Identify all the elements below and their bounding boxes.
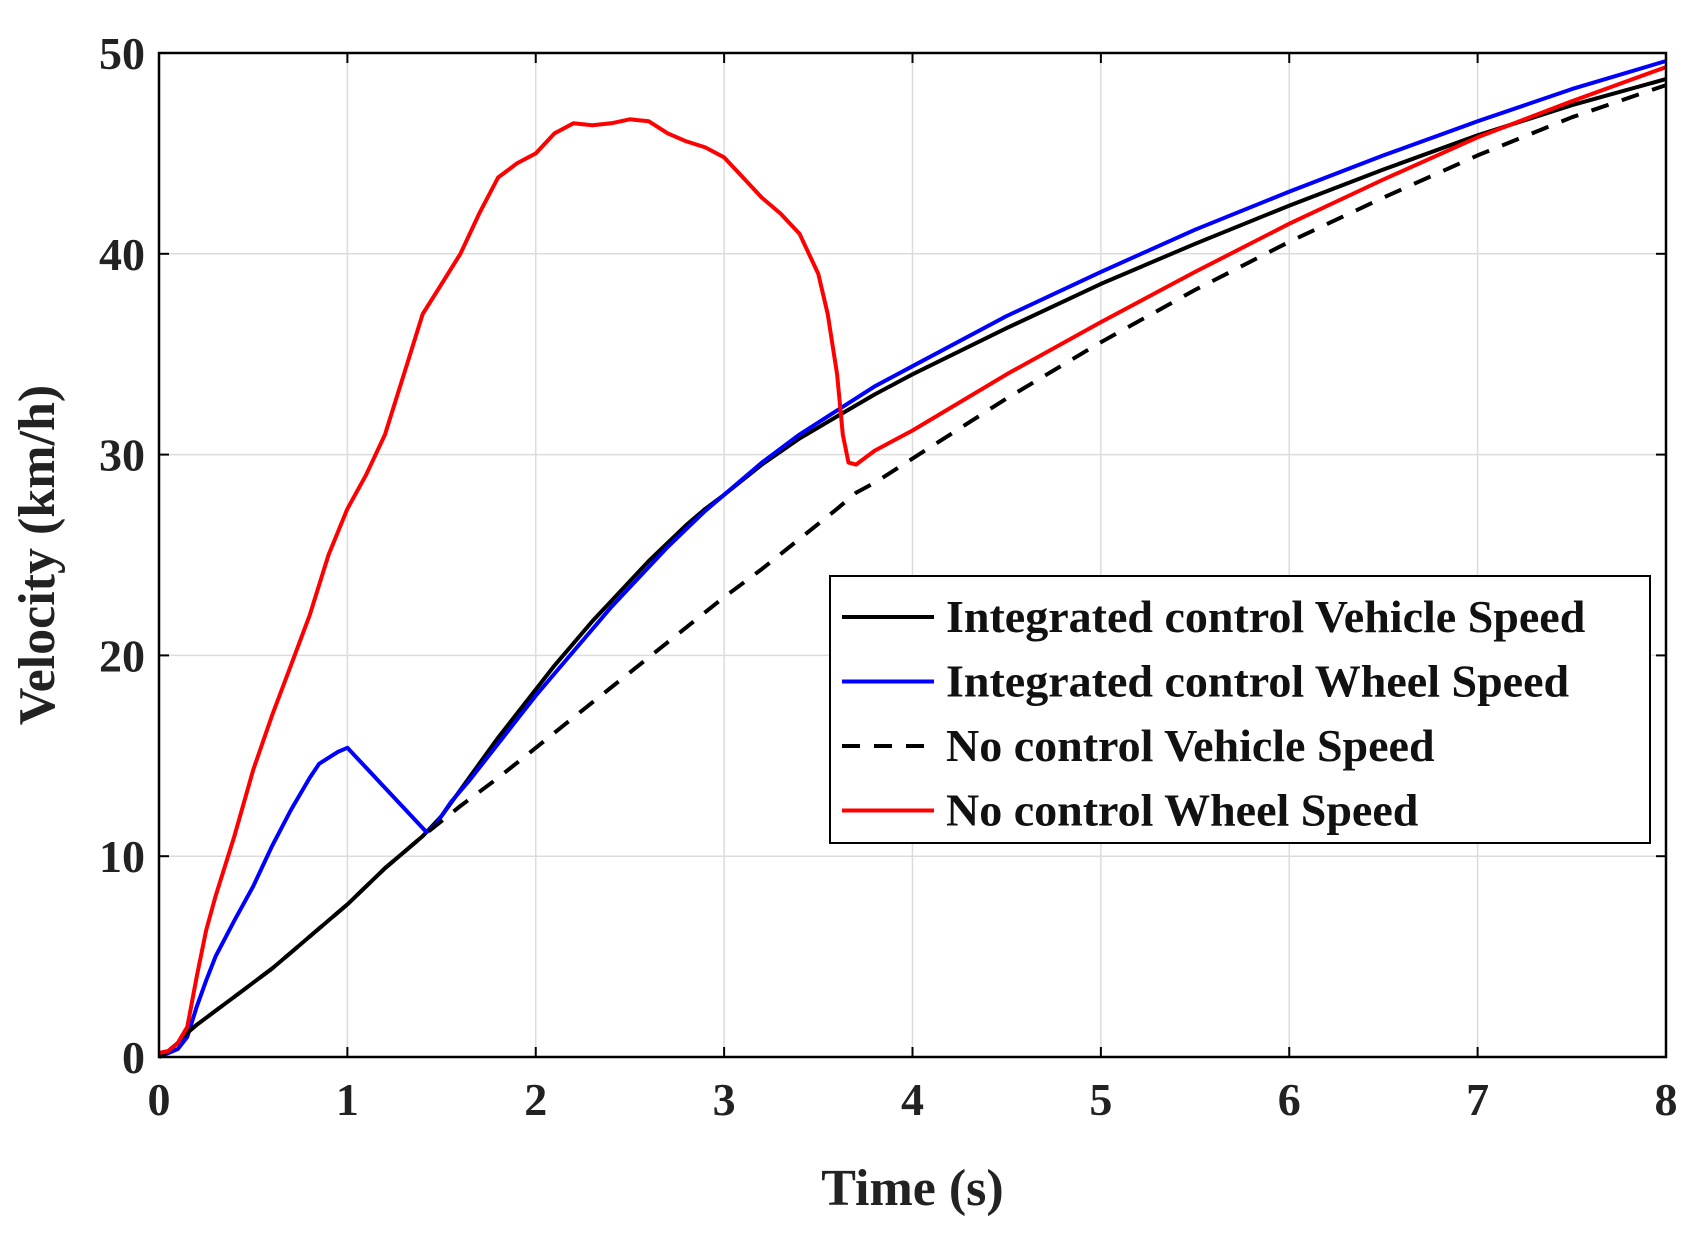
x-tick-label: 4 — [901, 1074, 924, 1125]
series-line — [158, 59, 1667, 1059]
x-tick-label: 7 — [1466, 1074, 1489, 1125]
series-line — [158, 65, 1667, 1055]
x-tick-label: 3 — [713, 1074, 736, 1125]
legend-label: No control Vehicle Speed — [946, 720, 1435, 771]
x-tick-label: 1 — [336, 1074, 359, 1125]
legend-label: Integrated control Vehicle Speed — [946, 591, 1586, 642]
y-tick-label: 10 — [99, 831, 145, 882]
legend: Integrated control Vehicle Speed Integrat… — [829, 575, 1651, 844]
x-tick-label: 5 — [1089, 1074, 1112, 1125]
x-tick-label: 2 — [524, 1074, 547, 1125]
legend-label: No control Wheel Speed — [946, 785, 1419, 836]
x-tick-label: 6 — [1278, 1074, 1301, 1125]
x-tick-label: 8 — [1655, 1074, 1678, 1125]
series-line — [157, 83, 1667, 1059]
axis-ticks: 0 1 2 3 4 5 6 7 8 0 10 20 30 40 50 — [99, 28, 1678, 1125]
y-tick-label: 40 — [99, 229, 145, 280]
legend-box — [829, 575, 1651, 844]
y-tick-label: 50 — [99, 28, 145, 79]
legend-label: Integrated control Wheel Speed — [946, 656, 1570, 707]
x-tick-label: 0 — [148, 1074, 171, 1125]
y-axis-title: Velocity (km/h) — [9, 385, 66, 725]
y-tick-label: 30 — [99, 430, 145, 481]
plot-series — [157, 59, 1667, 1059]
y-tick-label: 20 — [99, 630, 145, 681]
y-tick-label: 0 — [122, 1032, 145, 1083]
x-axis-title: Time (s) — [821, 1160, 1003, 1217]
